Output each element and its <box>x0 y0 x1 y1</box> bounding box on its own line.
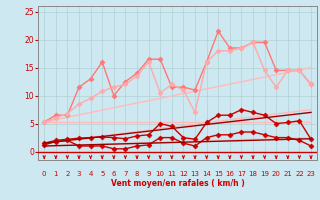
X-axis label: Vent moyen/en rafales ( km/h ): Vent moyen/en rafales ( km/h ) <box>111 179 244 188</box>
